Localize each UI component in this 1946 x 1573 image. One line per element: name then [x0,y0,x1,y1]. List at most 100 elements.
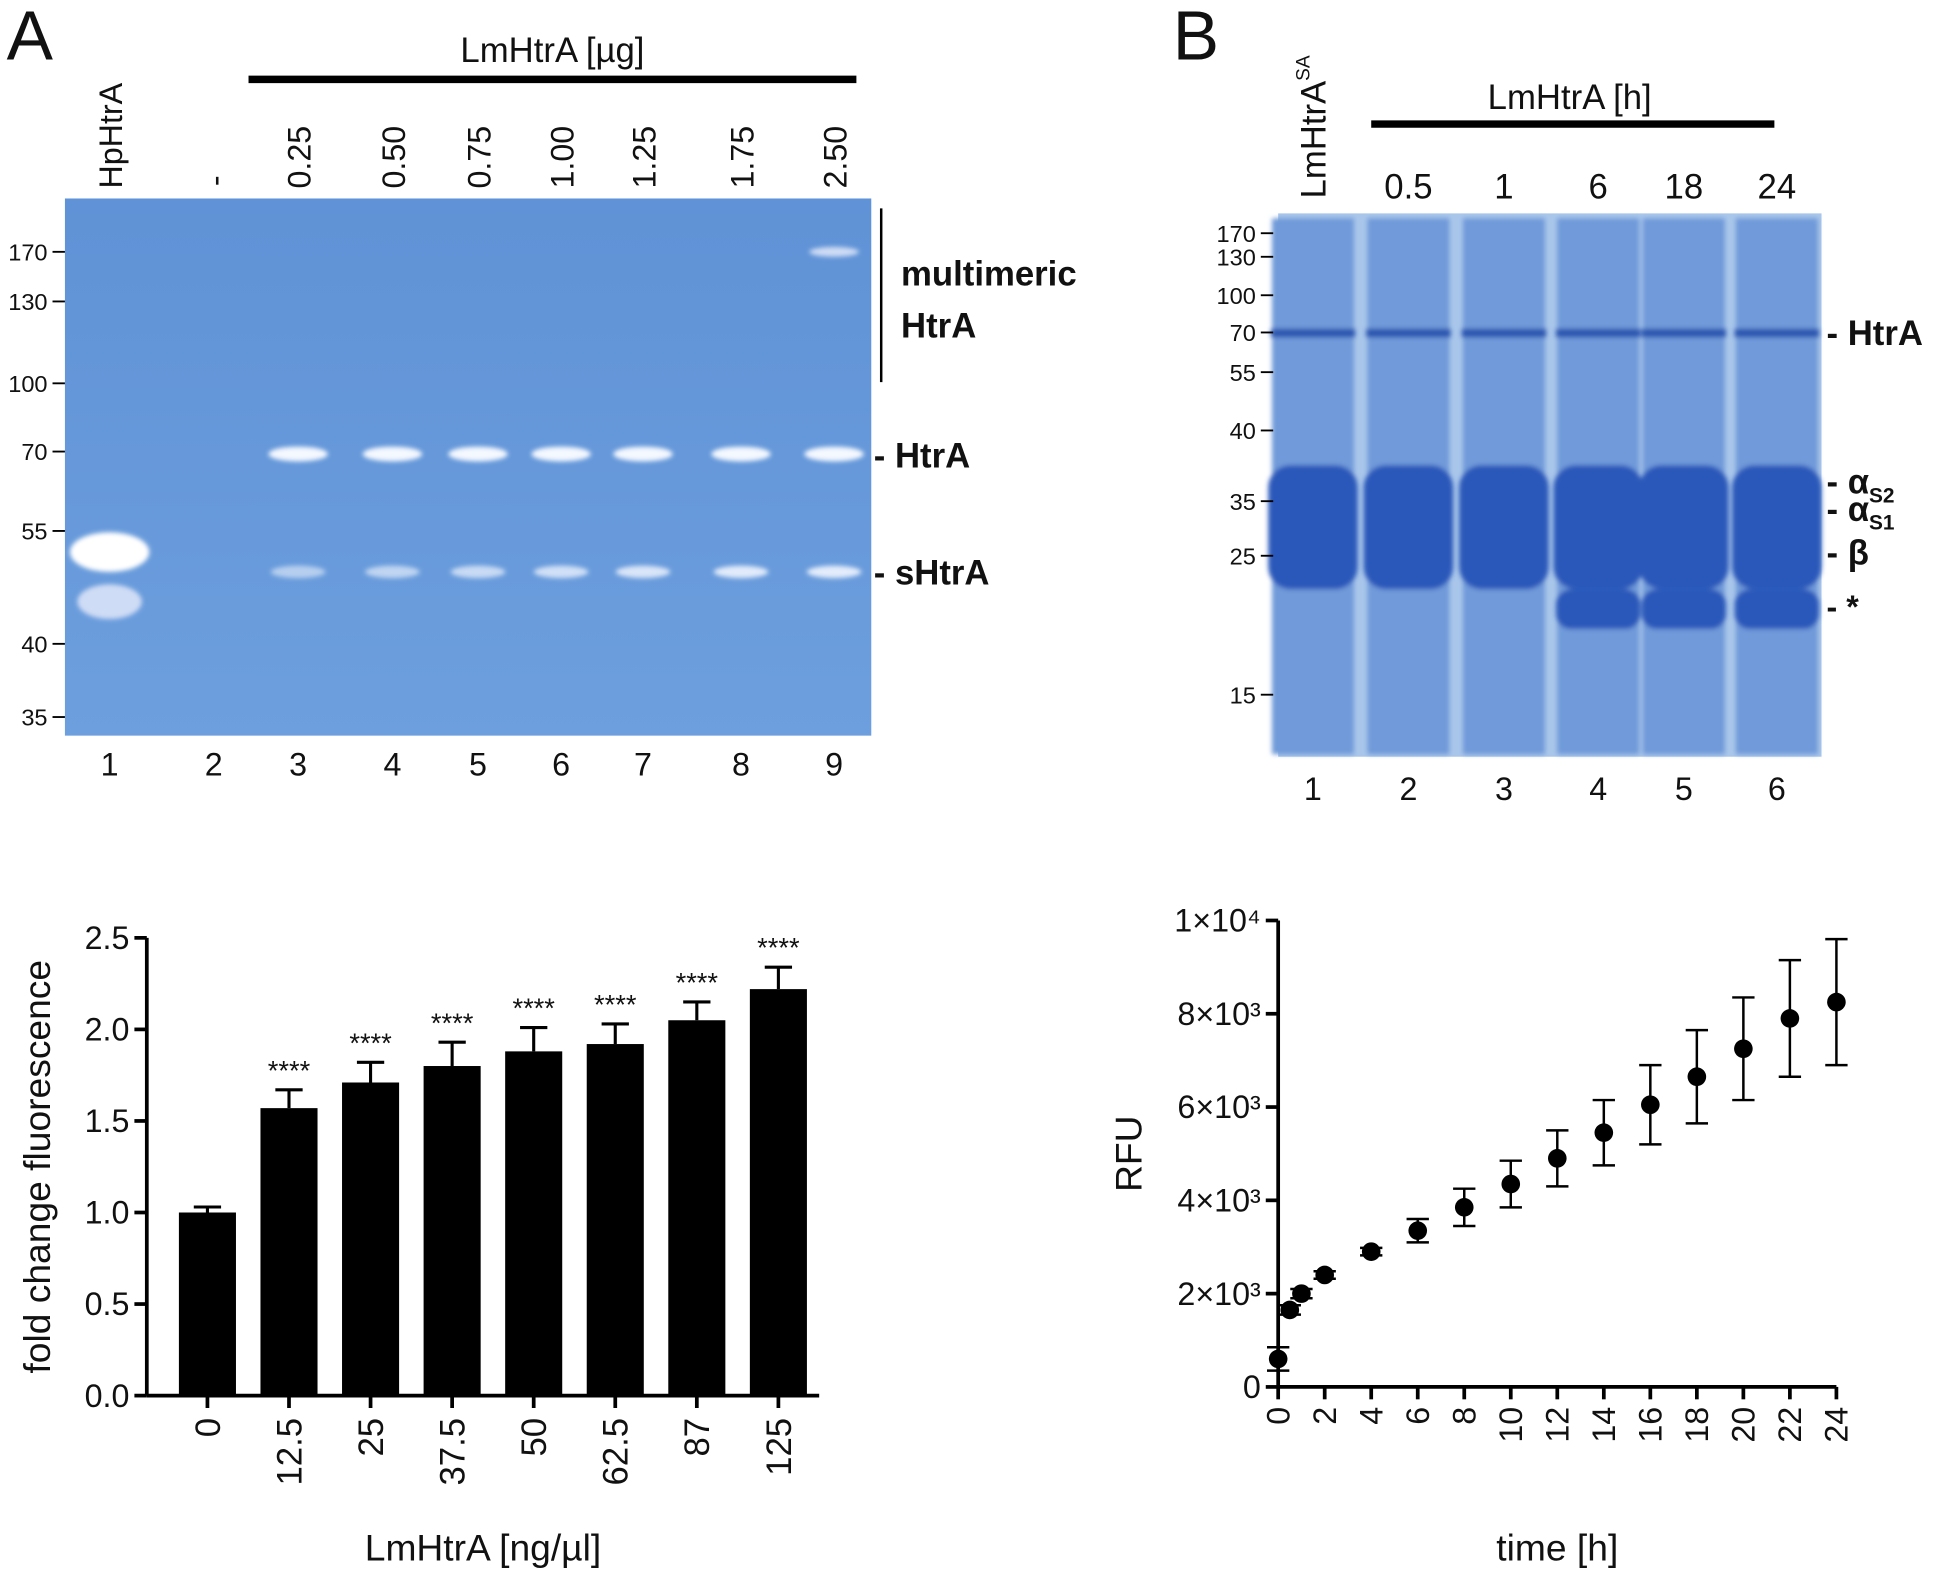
label-text: HtrA [895,438,970,476]
point [1547,1149,1567,1168]
bar [178,1212,236,1396]
label-text: HtrA [901,307,976,345]
band [268,446,328,462]
band [1461,328,1547,338]
x-tick-label: 24 [1819,1407,1855,1443]
band [448,446,508,462]
significance: **** [431,1007,474,1038]
label-text: HtrA [1848,315,1923,353]
lane-label: 1.25 [626,126,662,189]
x-tick-label: 20 [1726,1407,1762,1443]
band [1553,465,1643,590]
point [1292,1284,1311,1303]
bar [342,1082,400,1396]
y-tick-label: 2.5 [85,920,130,956]
y-tick-label: 8×10³ [1177,996,1261,1032]
x-tick-label: 12.5 [271,1418,309,1486]
lane-label: 1 [1494,168,1513,206]
marker-label: 40 [21,632,47,658]
x-axis-label: time [h] [1496,1527,1618,1569]
band [533,565,589,579]
y-tick-label: 0.0 [85,1378,130,1414]
lane-number: 1 [101,746,119,782]
x-tick-label: 37.5 [435,1418,473,1486]
label-sub: S2 [1869,484,1894,507]
band [1641,589,1727,629]
marker-label: 35 [1230,489,1256,515]
label-sup: SA [1294,55,1315,81]
band [1641,328,1727,338]
lane-label: 18 [1665,168,1704,206]
space [885,438,895,476]
point [1594,1123,1614,1143]
significance: **** [676,967,719,998]
lane-label: 1.75 [724,126,760,189]
band-label: - β [1826,534,1868,572]
point [1827,992,1846,1012]
band [362,446,423,462]
band [1734,328,1820,338]
point [1268,1349,1288,1369]
gel-header: LmHtrA [µg] [460,32,644,70]
label-text: α [1848,464,1869,502]
x-tick-label: 14 [1586,1407,1622,1443]
lane-label: 0.50 [376,126,412,189]
x-tick-label: 22 [1772,1407,1808,1443]
x-tick-label: 0 [190,1418,228,1437]
lane-number: 5 [1675,771,1693,807]
lane-label: LmHtrASA [1294,55,1334,198]
marker-label: 55 [21,519,47,545]
x-tick-label: 2 [1307,1407,1343,1425]
lane-number: 7 [634,746,652,782]
panel-label: A [7,0,54,75]
point [1501,1174,1521,1194]
marker-label: 55 [1230,360,1256,386]
space [1838,491,1848,529]
lane-label: 2.50 [817,126,853,189]
lane-number: 4 [1589,771,1607,807]
x-tick-label: 87 [679,1418,717,1457]
band [1363,465,1454,590]
significance: **** [512,993,555,1024]
band [804,446,864,462]
x-tick-label: 0 [1260,1407,1296,1425]
y-tick-label: 1.5 [85,1103,130,1139]
lane-number: 4 [383,746,401,782]
point [1454,1198,1474,1217]
y-tick-label: 1.0 [85,1195,130,1231]
band [365,565,420,579]
space [1838,534,1848,572]
x-axis-label: LmHtrA [ng/µl] [365,1527,601,1569]
lane-number: 9 [825,746,843,782]
x-tick-label: 6 [1400,1407,1436,1425]
lane-label: 1.00 [545,126,581,189]
label-text: multimeric [901,255,1077,293]
x-tick-label: 8 [1446,1407,1482,1425]
y-tick-label: 4×10³ [1177,1183,1261,1219]
x-tick-label: 62.5 [598,1418,636,1486]
marker-label: 130 [1217,244,1256,270]
marker-label: 130 [8,289,47,315]
y-tick-label: 2.0 [85,1012,130,1048]
lane-label: 6 [1589,168,1608,206]
marker-label: 70 [21,439,47,465]
x-tick-label: 25 [353,1418,391,1457]
band-label: - sHtrA [874,554,990,592]
band [450,565,506,579]
band-label: - αS2 [1826,464,1894,508]
point [1734,1039,1753,1059]
point [1361,1242,1381,1261]
lane-number: 6 [552,746,570,782]
label-prefix: - [1826,315,1838,353]
lane-number: 8 [732,746,750,782]
label-prefix: - [1826,464,1838,502]
bar [668,1020,726,1396]
significance: **** [349,1027,392,1058]
point [1280,1300,1300,1320]
marker-label: 15 [1230,682,1256,708]
marker-label: 170 [1217,221,1256,247]
lane-number: 2 [1399,771,1417,807]
lane-number: 1 [1304,771,1322,807]
band-label: - HtrA [874,438,970,476]
